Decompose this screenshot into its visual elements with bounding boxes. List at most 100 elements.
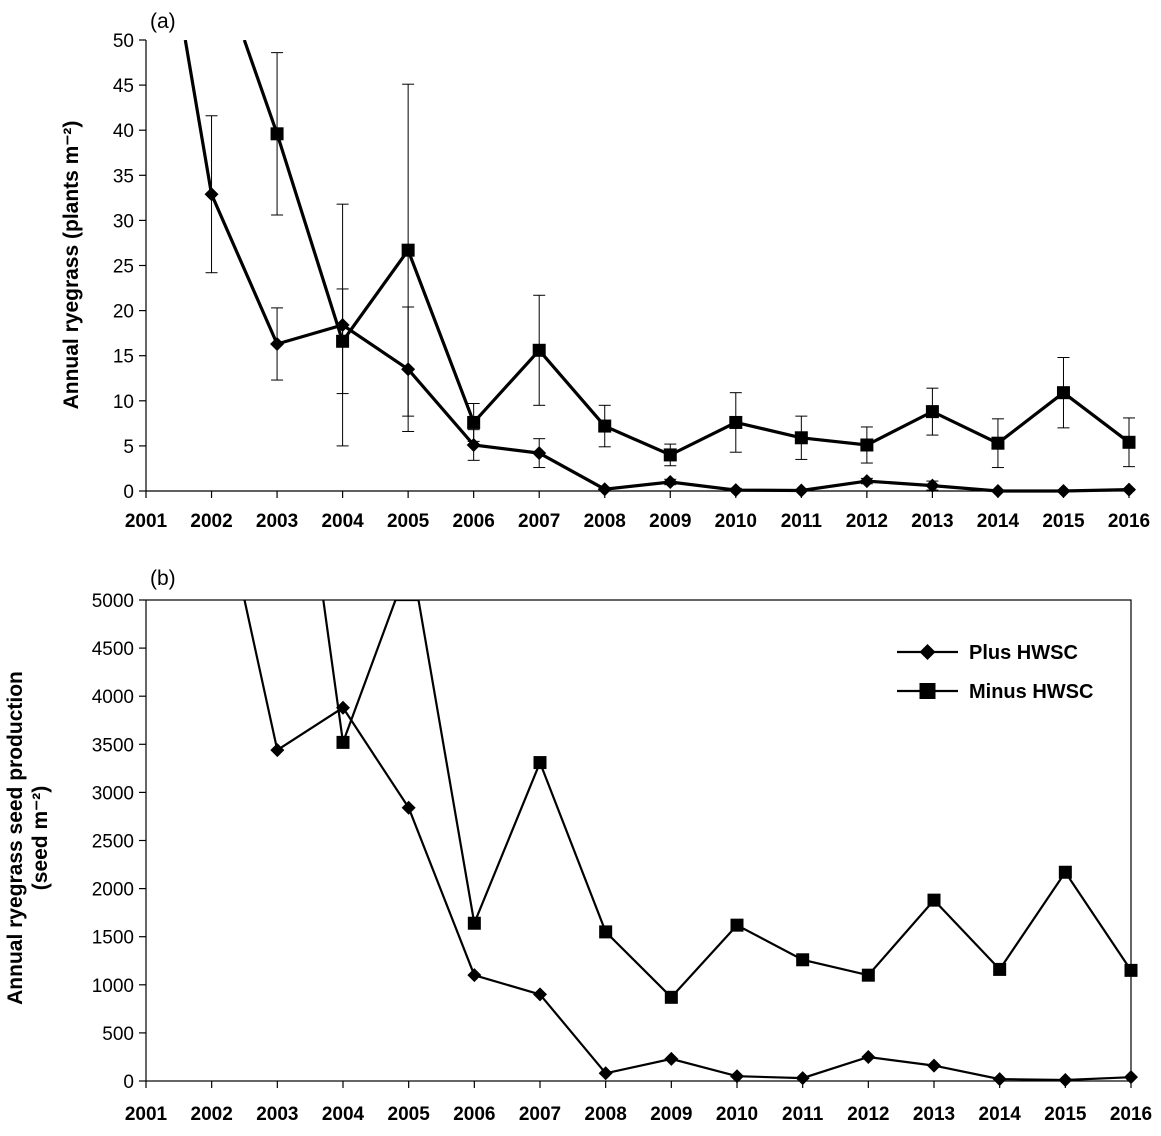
x-tick-label: 2013 (911, 511, 953, 532)
x-tick-label: 2008 (585, 1104, 627, 1125)
y-axis-label-line: Annual ryegrass seed production (4, 671, 27, 1005)
legend: Plus HWSC Minus HWSC (897, 642, 1093, 703)
panel-label: (b) (150, 567, 176, 590)
y-tick-label: 50 (113, 31, 134, 52)
data-point-diamond (270, 336, 285, 351)
data-point-square (533, 756, 547, 770)
data-point-square (467, 916, 481, 930)
x-tick-label: 2009 (649, 511, 691, 532)
x-tick-label: 2010 (715, 511, 757, 532)
series-line-plus-hwsc (243, 600, 1132, 1082)
data-point-square (730, 918, 744, 932)
x-tick-label: 2008 (584, 511, 626, 532)
data-point-diamond (1122, 482, 1136, 497)
data-point-square (991, 436, 1005, 450)
y-tick-label: 15 (113, 347, 134, 368)
y-tick-label: 0 (123, 1072, 134, 1093)
x-tick-label: 2012 (847, 1104, 889, 1125)
data-point-square (796, 953, 810, 967)
data-point-square (532, 343, 546, 357)
data-point-diamond (925, 478, 940, 493)
data-point-diamond (990, 484, 1005, 498)
data-point-diamond (598, 1066, 613, 1081)
x-tick-label: 2016 (1110, 1104, 1152, 1125)
data-point-square (860, 438, 874, 452)
x-tick-label: 2014 (979, 1104, 1022, 1125)
data-point-diamond (664, 1051, 679, 1066)
plot-area (243, 600, 1138, 1088)
y-tick-label: 500 (102, 1024, 134, 1045)
x-tick-label: 2005 (388, 1104, 431, 1125)
x-tick-label: 2004 (322, 1104, 365, 1125)
data-point-diamond (992, 1072, 1007, 1087)
x-tick-label: 2011 (781, 511, 823, 532)
data-point-diamond (730, 1069, 744, 1084)
y-axis-label: Annual ryegrass (plants m⁻²) (60, 121, 83, 410)
data-point-diamond (663, 474, 678, 489)
y-tick-label: 35 (113, 166, 134, 187)
series-line-plus-hwsc (183, 40, 1130, 493)
data-point-square (927, 893, 941, 907)
data-point-diamond (401, 800, 416, 815)
data-point-diamond (204, 187, 219, 202)
data-point-square (1122, 435, 1136, 449)
data-point-square (1058, 865, 1072, 879)
data-point-diamond (467, 968, 482, 983)
y-tick-label: 10 (113, 392, 134, 413)
x-tick-label: 2003 (256, 511, 298, 532)
x-tick-label: 2015 (1044, 1104, 1087, 1125)
data-point-square (598, 419, 612, 433)
panel-label: (a) (150, 10, 176, 33)
y-tick-label: 40 (113, 121, 134, 142)
x-tick-label: 2015 (1042, 511, 1085, 532)
data-point-diamond (927, 1058, 941, 1073)
data-point-diamond (795, 1071, 810, 1086)
legend-marker-diamond (919, 644, 936, 660)
plot-frame (145, 599, 1132, 1082)
x-tick-label: 2007 (519, 1104, 561, 1125)
x-tick-label: 2010 (716, 1104, 758, 1125)
data-point-square (1124, 963, 1138, 977)
data-point-square (861, 968, 875, 982)
data-point-diamond (1058, 1073, 1073, 1088)
data-point-square (993, 962, 1007, 976)
data-point-square (467, 415, 481, 429)
x-tick-label: 2004 (321, 511, 364, 532)
y-tick-label: 3000 (92, 783, 134, 804)
y-tick-label: 4000 (92, 687, 134, 708)
x-tick-label: 2001 (125, 1104, 168, 1125)
data-point-diamond (533, 987, 547, 1002)
data-point-square (794, 431, 808, 445)
data-point-square (729, 415, 743, 429)
x-tick-label: 2006 (453, 511, 495, 532)
y-tick-label: 0 (123, 482, 134, 503)
data-point-diamond (532, 446, 547, 461)
y-tick-label: 30 (113, 211, 134, 232)
y-tick-label: 4500 (92, 639, 134, 660)
data-point-square (401, 243, 415, 257)
data-point-square (925, 405, 939, 419)
y-tick-label: 3500 (92, 735, 134, 756)
y-tick-label: 20 (113, 302, 134, 323)
x-tick-label: 2002 (191, 1104, 233, 1125)
legend-label: Minus HWSC (969, 681, 1093, 703)
y-tick-label: 45 (113, 76, 134, 97)
data-point-square (336, 334, 350, 348)
x-tick-label: 2012 (846, 511, 888, 532)
y-axis-label-line: (seed m⁻²) (29, 786, 52, 890)
data-point-square (336, 735, 350, 749)
data-point-square (599, 925, 613, 939)
data-point-diamond (861, 1049, 876, 1064)
panel-a: 0 5 10 15 20 25 30 35 40 45 50 2001 2002 2003 2004 2005… (60, 10, 1150, 532)
y-tick-label: 2500 (92, 832, 134, 853)
y-tick-label: 2000 (92, 880, 134, 901)
legend-label: Plus HWSC (969, 642, 1078, 664)
x-tick-label: 2001 (125, 511, 168, 532)
data-point-diamond (794, 483, 809, 498)
data-point-square (270, 127, 284, 141)
series-line-minus-hwsc (242, 40, 1130, 457)
data-point-diamond (728, 483, 743, 498)
x-tick-label: 2002 (190, 511, 232, 532)
x-tick-label: 2013 (913, 1104, 955, 1125)
